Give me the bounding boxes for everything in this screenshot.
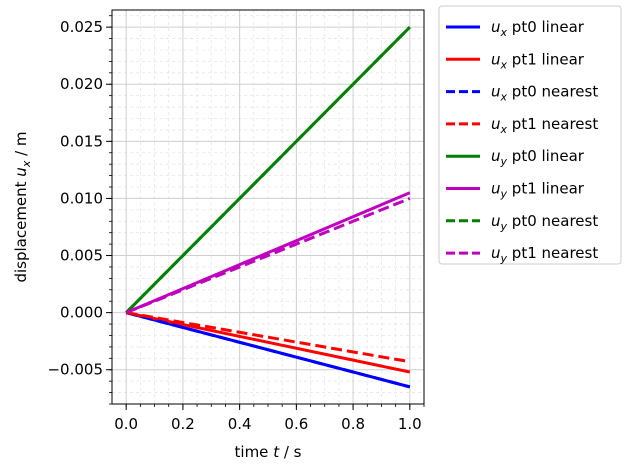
legend-label-4: uy pt0 linear	[491, 147, 585, 168]
legend-label-5: uy pt1 linear	[491, 180, 585, 201]
series-line-7	[125, 197, 411, 315]
legend-label-3: ux pt1 nearest	[491, 115, 598, 136]
y-tick-label: −0.005	[47, 361, 103, 379]
y-axis-title: displacement ux / m	[12, 131, 33, 282]
y-tick-label: 0.020	[60, 75, 103, 93]
series-layer	[125, 26, 411, 389]
axis-ticks: 0.0 0.2 0.4 0.6 0.8 1.0 −0.005 0.000 0.005 0.010 0…	[47, 15, 425, 433]
series-line-1	[125, 311, 411, 374]
legend: ux pt0 linear ux pt1 linear ux pt0 nearest…	[438, 5, 622, 265]
legend-label-6: uy pt0 nearest	[491, 212, 598, 233]
x-tick-label: 1.0	[398, 415, 422, 433]
legend-label-0: ux pt0 linear	[491, 18, 585, 39]
y-tick-label: 0.005	[60, 247, 103, 265]
y-tick-label: 0.015	[60, 132, 103, 150]
major-grid	[112, 10, 424, 404]
legend-label-2: ux pt0 nearest	[491, 83, 598, 104]
series-line-6	[125, 26, 411, 314]
series-line-2	[125, 311, 411, 389]
x-tick-label: 0.8	[341, 415, 365, 433]
x-tick-label: 0.4	[228, 415, 252, 433]
y-tick-label: 0.010	[60, 189, 103, 207]
x-axis-title: time t / s	[235, 443, 302, 461]
y-tick-label: 0.025	[60, 18, 103, 36]
legend-box	[438, 5, 622, 265]
x-tick-label: 0.6	[284, 415, 308, 433]
legend-label-7: uy pt1 nearest	[491, 244, 598, 265]
x-tick-label: 0.0	[114, 415, 138, 433]
y-tick-label: 0.000	[60, 304, 103, 322]
legend-label-1: ux pt1 linear	[491, 50, 585, 71]
x-tick-label: 0.2	[171, 415, 195, 433]
